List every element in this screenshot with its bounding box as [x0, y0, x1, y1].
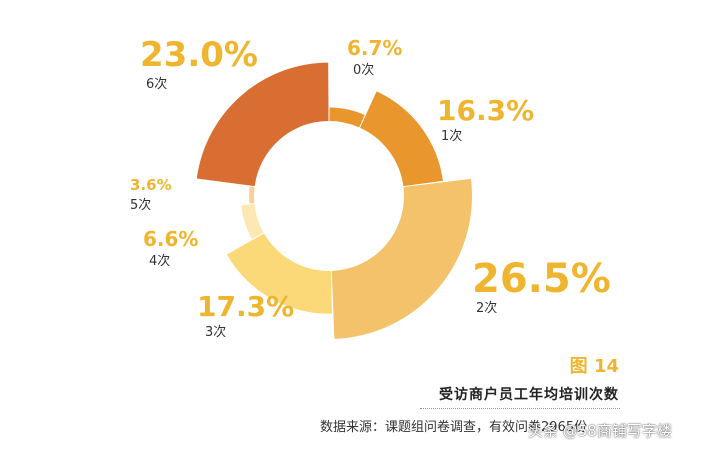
category-label-1: 1次	[441, 128, 462, 144]
slice-2	[331, 178, 472, 339]
figure-number: 图 14	[569, 356, 619, 377]
value-label-6: 23.0%	[140, 35, 258, 75]
value-label-4: 6.6%	[143, 227, 198, 251]
category-label-3: 3次	[205, 324, 226, 340]
slice-1	[360, 91, 443, 187]
value-label-0: 6.7%	[347, 36, 402, 60]
chart-slices	[196, 62, 472, 339]
value-label-1: 16.3%	[437, 94, 534, 127]
value-label-2: 26.5%	[472, 256, 611, 302]
category-label-6: 6次	[146, 76, 167, 92]
slice-3	[226, 233, 332, 314]
figure-title: 受访商户员工年均培训次数	[439, 387, 619, 403]
value-label-3: 17.3%	[197, 290, 294, 323]
data-source: 数据来源：课题组问卷调查，有效问卷2965份	[320, 420, 588, 435]
divider	[420, 408, 620, 409]
slice-0	[329, 107, 365, 128]
slice-4	[241, 203, 264, 240]
watermark: 头条 @58商铺写字楼	[528, 422, 672, 440]
category-label-4: 4次	[149, 253, 170, 269]
slice-6	[196, 62, 329, 187]
value-label-5: 3.6%	[130, 176, 172, 194]
category-label-0: 0次	[353, 62, 374, 78]
category-label-2: 2次	[476, 300, 497, 316]
slice-5	[249, 186, 255, 204]
category-label-5: 5次	[130, 197, 151, 213]
